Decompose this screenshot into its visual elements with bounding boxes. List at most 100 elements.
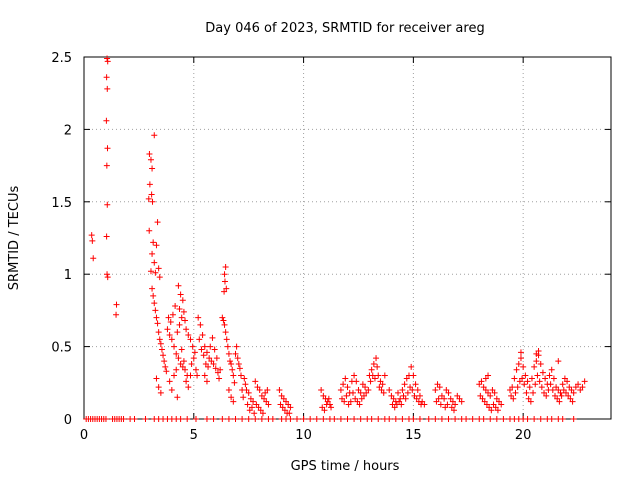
data-point — [212, 365, 219, 372]
data-point — [113, 311, 120, 318]
data-point — [399, 416, 406, 422]
data-point — [362, 384, 369, 391]
y-tick-label: 2 — [64, 123, 72, 138]
data-point — [151, 132, 158, 139]
data-point — [225, 416, 232, 422]
data-point — [325, 395, 332, 402]
data-point — [198, 346, 205, 353]
data-point — [153, 242, 160, 249]
data-point — [533, 350, 540, 357]
data-point — [187, 372, 194, 379]
data-point — [286, 410, 293, 417]
data-point — [347, 398, 354, 405]
data-point — [156, 336, 163, 343]
y-tick-label: 1.5 — [51, 196, 72, 211]
data-point — [248, 404, 255, 411]
data-point — [368, 366, 375, 373]
chart-title: Day 046 of 2023, SRMTID for receiver are… — [205, 21, 484, 36]
data-point — [197, 321, 204, 328]
data-point — [182, 317, 189, 324]
data-point — [264, 387, 271, 394]
data-point — [230, 372, 237, 379]
data-point — [171, 343, 178, 350]
data-point — [180, 358, 187, 365]
data-point — [171, 372, 178, 379]
data-point — [533, 358, 540, 365]
y-tick-label: 0.5 — [51, 341, 72, 356]
data-point — [235, 360, 242, 367]
data-points — [83, 55, 588, 422]
data-point — [367, 378, 374, 385]
data-point — [103, 117, 110, 124]
data-point — [210, 416, 217, 422]
data-point — [526, 384, 533, 391]
data-point — [236, 365, 243, 372]
data-point — [166, 378, 173, 385]
data-point — [531, 416, 538, 422]
x-axis-label: GPS time / hours — [291, 459, 400, 474]
data-point — [199, 332, 206, 339]
data-point — [195, 314, 202, 321]
data-point — [521, 381, 528, 388]
data-point — [523, 389, 530, 396]
data-point — [432, 416, 439, 422]
data-point — [240, 394, 247, 401]
data-point — [188, 360, 195, 367]
data-point — [176, 305, 183, 312]
x-tick-label: 15 — [405, 428, 422, 443]
data-point — [515, 360, 522, 367]
data-point — [148, 191, 155, 198]
y-tick-label: 2.5 — [51, 51, 72, 66]
data-point — [416, 416, 423, 422]
data-point — [213, 355, 220, 362]
data-point — [579, 384, 586, 391]
data-point — [356, 401, 363, 408]
data-point — [201, 343, 208, 350]
data-point — [104, 274, 111, 281]
data-point — [211, 346, 218, 353]
data-point — [185, 332, 192, 339]
data-point — [320, 416, 327, 422]
data-point — [408, 363, 415, 370]
data-point — [452, 401, 459, 408]
data-point — [176, 321, 183, 328]
data-point — [174, 329, 181, 336]
data-point — [156, 274, 163, 281]
data-point — [438, 416, 445, 422]
data-point — [219, 314, 226, 321]
data-point — [537, 360, 544, 367]
data-point — [185, 384, 192, 391]
data-point — [570, 416, 577, 422]
data-point — [556, 398, 563, 405]
data-point — [337, 416, 344, 422]
data-point — [146, 181, 153, 188]
data-point — [569, 398, 576, 405]
data-point — [168, 387, 175, 394]
data-point — [480, 416, 487, 422]
data-point — [300, 416, 307, 422]
data-point — [269, 416, 276, 422]
data-point — [225, 387, 232, 394]
data-point — [103, 74, 110, 81]
data-point — [524, 378, 531, 385]
data-point — [357, 389, 364, 396]
data-point — [172, 303, 179, 310]
data-point — [216, 375, 223, 382]
data-point — [183, 378, 190, 385]
data-point — [445, 416, 452, 422]
data-point — [530, 389, 537, 396]
data-point — [357, 416, 364, 422]
data-point — [371, 375, 378, 382]
data-point — [158, 346, 165, 353]
data-point — [441, 395, 448, 402]
data-point — [182, 366, 189, 373]
data-point — [162, 363, 169, 370]
data-point — [103, 162, 110, 169]
data-point — [179, 297, 186, 304]
x-tick-label: 0 — [80, 428, 88, 443]
data-point — [557, 389, 564, 396]
data-point — [184, 416, 191, 422]
data-point — [478, 378, 485, 385]
data-point — [234, 355, 241, 362]
data-point — [180, 308, 187, 315]
